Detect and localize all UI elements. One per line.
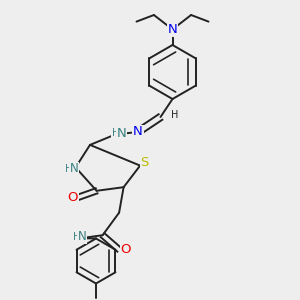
Text: N: N: [133, 125, 143, 139]
Text: S: S: [140, 155, 149, 169]
Text: O: O: [67, 191, 78, 204]
Text: N: N: [77, 230, 86, 243]
Text: N: N: [117, 127, 126, 140]
Text: N: N: [168, 23, 177, 36]
Text: H: H: [65, 164, 73, 174]
Text: H: H: [73, 232, 80, 242]
Text: H: H: [112, 128, 119, 139]
Text: H: H: [171, 110, 178, 120]
Text: N: N: [70, 162, 79, 176]
Text: O: O: [120, 243, 131, 256]
